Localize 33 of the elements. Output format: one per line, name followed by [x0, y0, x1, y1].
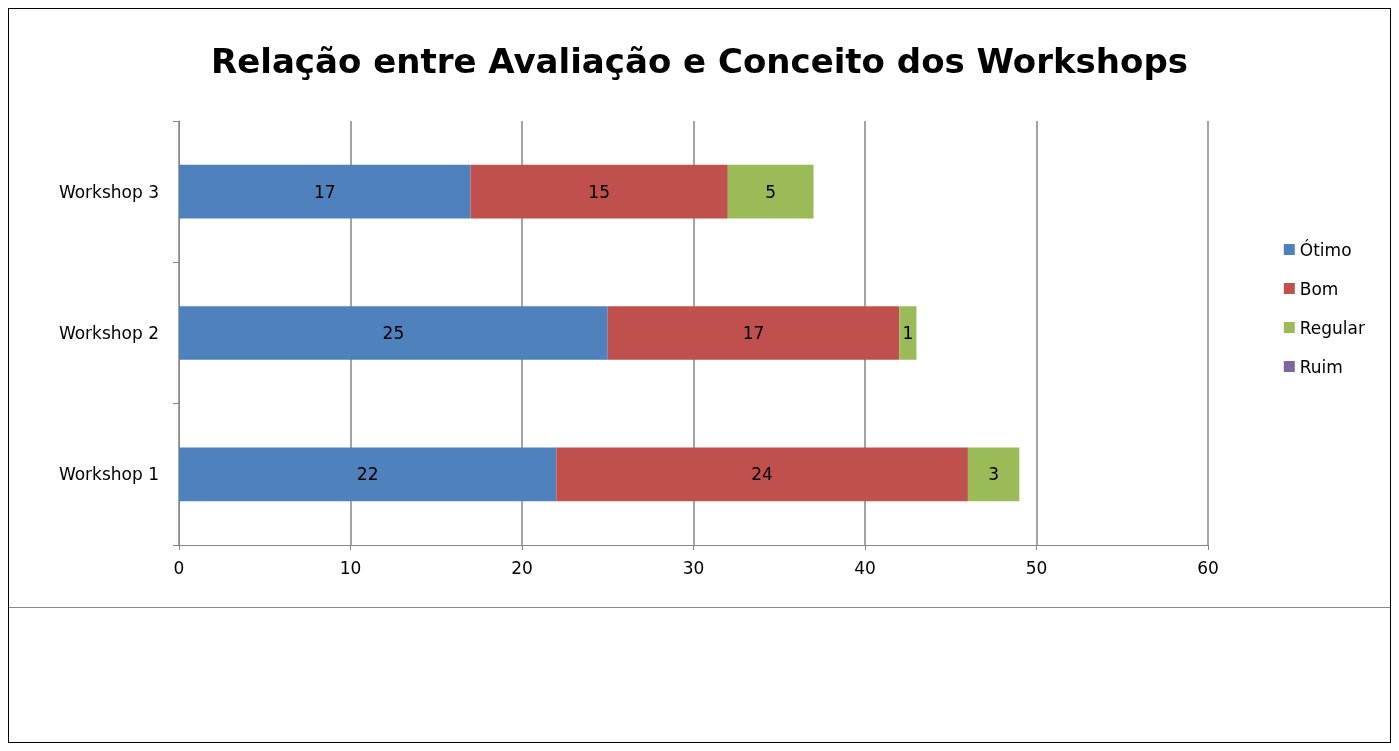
data-label: 3 [988, 464, 1000, 485]
bar [727, 164, 814, 219]
data-label: 24 [751, 464, 773, 485]
x-tick-label: 10 [339, 557, 362, 578]
data-label: 17 [742, 323, 765, 343]
y-tick-label: Workshop 2 [58, 323, 159, 343]
x-tick-label: 20 [511, 557, 533, 578]
bar [899, 306, 917, 360]
y-tick-label: Workshop 1 [58, 464, 159, 485]
data-label: 25 [382, 323, 405, 343]
data-label: 22 [356, 464, 379, 485]
legend-label: Bom [1299, 278, 1339, 299]
x-tick-label: 40 [854, 557, 876, 578]
bar [179, 447, 557, 502]
x-tick-label: 0 [173, 557, 185, 578]
chart-title: Relação entre Avaliação e Conceito dos Workshops [211, 41, 1188, 81]
bar [607, 306, 900, 360]
y-tick-label: Workshop 3 [58, 181, 159, 202]
bar [179, 306, 608, 360]
data-label: 5 [765, 181, 777, 202]
bar [967, 447, 1020, 502]
x-tick-label: 60 [1197, 557, 1219, 578]
legend-label: Ruim [1299, 356, 1343, 377]
data-label: 17 [313, 181, 336, 202]
bar [179, 164, 471, 219]
bar [470, 164, 728, 219]
x-tick-label: 30 [682, 557, 705, 578]
data-label: 15 [588, 181, 610, 202]
data-label: 1 [902, 323, 914, 343]
legend-label: Ótimo [1299, 238, 1352, 260]
legend-label: Regular [1299, 317, 1366, 338]
bar [556, 447, 968, 502]
x-tick-label: 50 [1025, 557, 1048, 578]
